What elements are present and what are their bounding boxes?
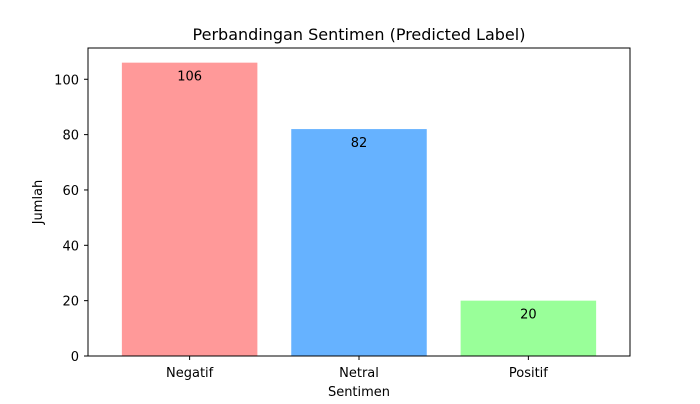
- y-tick-label: 80: [62, 129, 79, 144]
- x-axis: Negatif Netral Positif: [166, 356, 548, 381]
- bars-layer: [121, 62, 597, 357]
- data-label-negatif: 106: [177, 70, 202, 85]
- y-tick-label: 20: [62, 295, 79, 310]
- bar-positif: [460, 300, 597, 356]
- data-label-netral: 82: [351, 136, 368, 151]
- y-axis-label: Jumlah: [31, 180, 46, 226]
- y-tick-label: 100: [54, 73, 79, 88]
- y-tick-label: 40: [62, 239, 79, 254]
- chart-title: Perbandingan Sentimen (Predicted Label): [193, 25, 526, 44]
- data-label-positif: 20: [520, 307, 537, 322]
- y-axis: 0 20 40 60 80 100: [54, 73, 88, 365]
- x-tick-label-negatif: Negatif: [166, 366, 214, 381]
- bar-negatif: [121, 62, 258, 357]
- y-tick-label: 60: [62, 184, 79, 199]
- data-labels-layer: 106 82 20: [177, 70, 536, 323]
- x-tick-label-positif: Positif: [509, 366, 548, 381]
- bar-netral: [291, 129, 427, 356]
- y-tick-label: 0: [71, 350, 79, 365]
- x-axis-label: Sentimen: [328, 385, 390, 400]
- x-tick-label-netral: Netral: [339, 366, 379, 381]
